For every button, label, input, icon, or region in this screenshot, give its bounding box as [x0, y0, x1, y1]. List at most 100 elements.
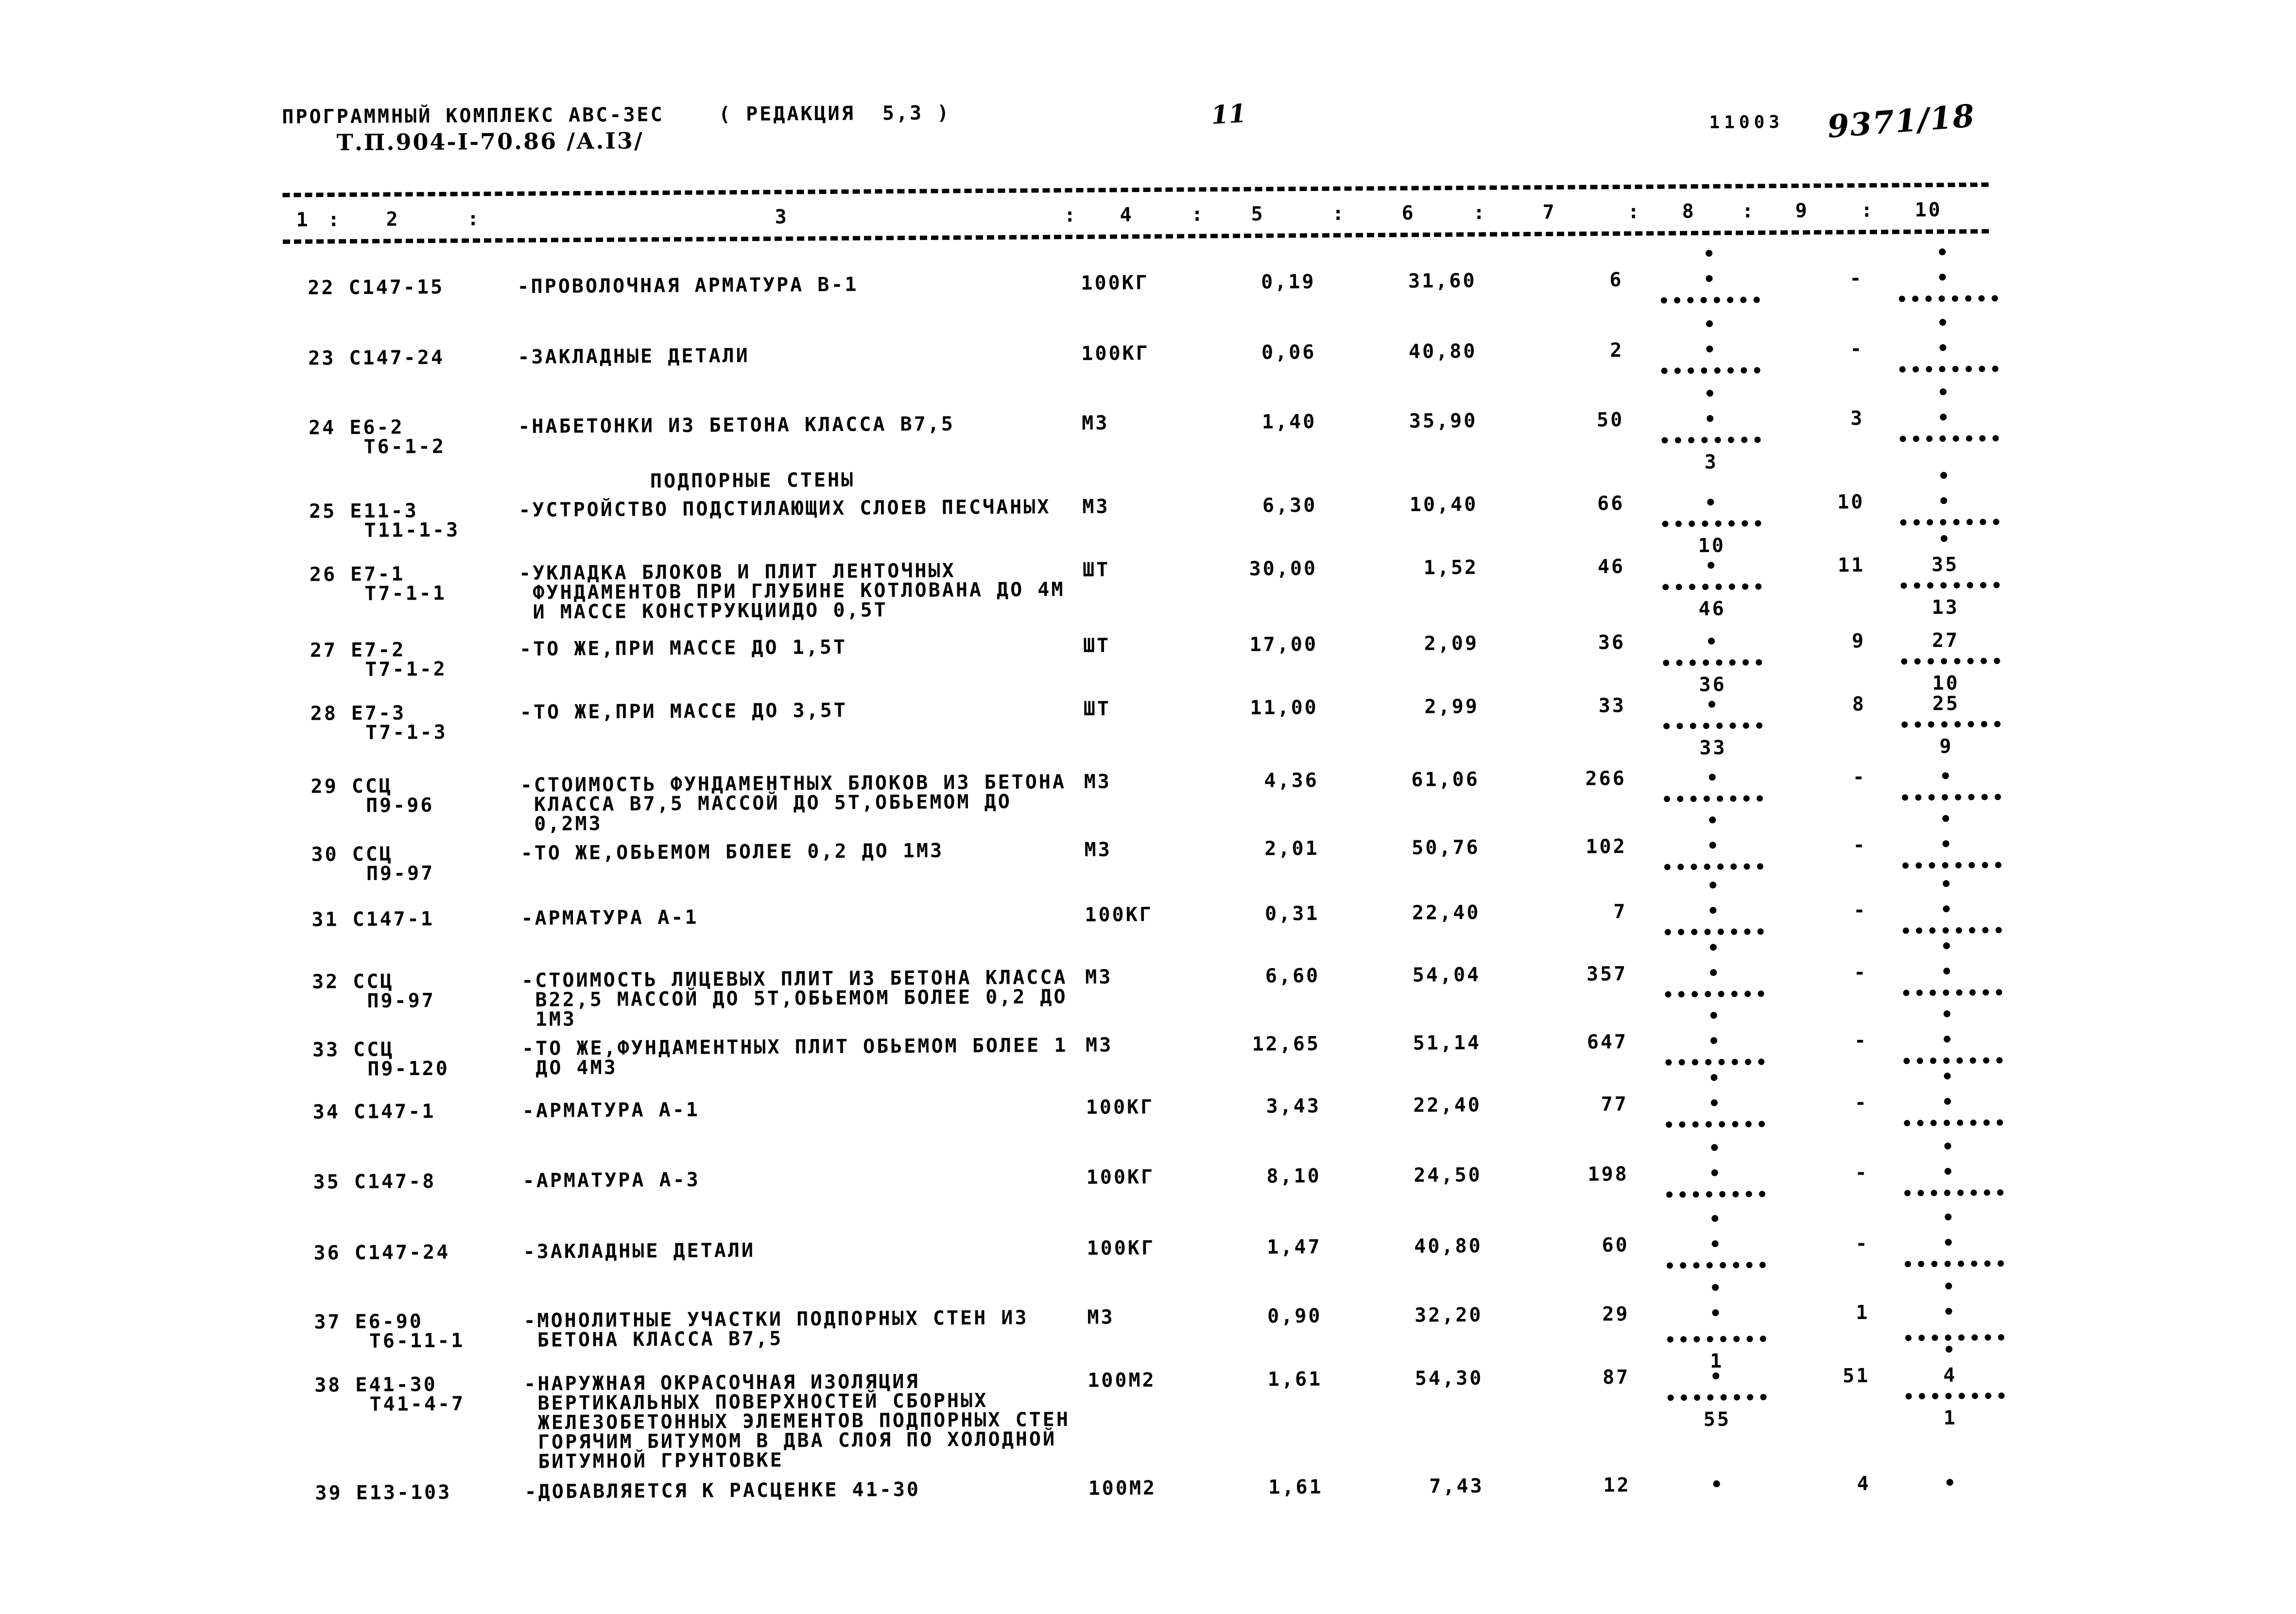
col9-cell: 4: [1857, 1472, 1871, 1495]
row-code-secondary: Т11-1-3: [364, 519, 460, 542]
row-description-line: ГОРЯЧИМ БИТУМОМ В ДВА СЛОЯ ПО ХОЛОДНОЙ: [537, 1428, 1057, 1454]
total-cell: 12: [1603, 1474, 1631, 1497]
column-separator: :: [1742, 200, 1756, 223]
row-description-line: -АРМАТУРА А-1: [521, 906, 699, 930]
row-code-secondary: П9-96: [365, 794, 434, 817]
quantity-cell: 1,61: [1268, 1475, 1323, 1499]
row-description-line: БЕТОНА КЛАССА В7,5: [537, 1327, 783, 1352]
dot-marker: •: [1703, 313, 1718, 336]
total-cell: 7: [1613, 900, 1627, 923]
unit-cell: ШТ: [1083, 697, 1111, 720]
dot-marker: •: [1941, 1003, 1955, 1026]
row-separator-col8: [1665, 990, 1764, 998]
quantity-cell: 3,43: [1266, 1094, 1321, 1118]
col8-sub-value: 46: [1698, 597, 1726, 621]
row-description-line: ДО 4М3: [535, 1056, 618, 1079]
quantity-cell: 0,90: [1267, 1304, 1322, 1328]
document-code: Т.П.904-I-70.86 /А.I3/: [336, 127, 644, 156]
quantity-cell: 12,65: [1252, 1032, 1321, 1056]
dot-marker: •: [1942, 1275, 1957, 1299]
row-separator-col8: [1666, 1121, 1765, 1128]
row-description-line: КЛАССА В7,5 МАССОЙ ДО 5Т,ОБЬЕМОМ ДО: [534, 790, 1012, 816]
col8-marker: •: [1708, 1092, 1722, 1115]
unit-price-cell: 1,52: [1423, 556, 1479, 579]
row-separator-col10: [1904, 1260, 2004, 1267]
dot-marker: •: [1708, 1067, 1722, 1090]
row-number: 39: [315, 1482, 343, 1505]
row-code: С147-8: [354, 1170, 436, 1193]
row-number: 33: [312, 1039, 340, 1061]
col10-sub-value: 13: [1932, 596, 1959, 619]
col9-cell: -: [1854, 1029, 1868, 1052]
row-code-secondary: П9-97: [366, 862, 435, 885]
row-separator-col8: [1661, 436, 1761, 444]
unit-cell: М3: [1082, 495, 1110, 518]
column-separator: :: [467, 208, 481, 230]
row-number: 29: [311, 775, 338, 798]
row-separator-col10: [1901, 721, 2001, 728]
col8-marker: •: [1709, 1162, 1723, 1185]
row-separator-col8: [1664, 863, 1763, 870]
row-description-line: -ТО ЖЕ,ПРИ МАССЕ ДО 3,5Т: [519, 699, 847, 724]
col8-marker: •: [1707, 900, 1721, 922]
col10-cell: •: [1940, 833, 1954, 856]
unit-cell: М3: [1082, 412, 1109, 434]
total-cell: 66: [1597, 492, 1625, 515]
page-number: 11: [1210, 98, 1247, 131]
col9-cell: -: [1852, 765, 1866, 789]
column-label: 4: [1120, 204, 1134, 226]
dot-marker: •: [1703, 243, 1717, 266]
unit-cell: 100КГ: [1081, 271, 1150, 295]
dot-marker: •: [1940, 808, 1954, 831]
col10-sub-value: 9: [1939, 735, 1953, 758]
unit-cell: 100М2: [1088, 1476, 1157, 1500]
program-title: ПРОГРАММНЫЙ КОМПЛЕКС АВС-3ЕС ( РЕДАКЦИЯ …: [282, 102, 951, 128]
row-code: С147-1: [352, 907, 435, 931]
column-label: 10: [1915, 198, 1942, 222]
row-number: 27: [310, 639, 338, 662]
col10-cell: 27: [1932, 629, 1960, 652]
col10-cell: •: [1937, 337, 1951, 360]
col8-sub-value: 3: [1704, 451, 1718, 473]
total-cell: 29: [1602, 1302, 1630, 1326]
row-code: Е7-2: [350, 639, 406, 662]
col9-cell: -: [1855, 1232, 1869, 1255]
row-code: Е6-2: [349, 416, 404, 439]
total-cell: 33: [1598, 694, 1626, 717]
row-separator-col10: [1903, 1057, 2003, 1064]
col8-sub-value: 10: [1698, 534, 1726, 557]
col8-marker: •: [1710, 1473, 1725, 1496]
dot-marker: •: [1943, 1338, 1957, 1362]
unit-price-cell: 40,80: [1408, 340, 1477, 363]
row-number: 34: [312, 1101, 340, 1124]
row-code: ССЦ: [353, 970, 394, 993]
quantity-cell: 1,40: [1261, 410, 1317, 434]
row-number: 22: [308, 277, 335, 299]
column-header-row: 1 2 3 4 5 6 7 8 9 10:::::::::: [0, 0, 2292, 231]
quantity-cell: 4,36: [1264, 769, 1319, 792]
col9-cell: 51: [1842, 1364, 1870, 1388]
row-number: 35: [313, 1171, 341, 1194]
total-cell: 87: [1602, 1366, 1630, 1389]
row-separator-col10: [1899, 295, 1998, 302]
col10-sub-value: 10: [1932, 672, 1960, 695]
row-code-secondary: Т6-11-1: [369, 1329, 465, 1353]
unit-price-cell: 61,06: [1411, 768, 1480, 791]
col9-cell: 11: [1837, 554, 1865, 577]
document-number: 11003: [1709, 112, 1784, 133]
row-separator-col10: [1899, 435, 1999, 442]
row-separator-col8: [1666, 1262, 1766, 1269]
total-cell: 60: [1602, 1233, 1629, 1257]
row-code: Е7-1: [350, 563, 405, 586]
total-cell: 357: [1586, 962, 1628, 986]
unit-cell: М3: [1085, 966, 1113, 989]
col8-marker: •: [1708, 1030, 1722, 1053]
col10-cell: •: [1940, 898, 1954, 921]
row-separator-col8: [1662, 583, 1762, 590]
dot-marker: •: [1938, 528, 1952, 551]
estimate-table-body: 22 С147-15 -ПРОВОЛОЧНАЯ АРМАТУРА В-1 100КГ 0…: [0, 0, 2292, 1504]
row-description-line: -ДОБАВЛЯЕТСЯ К РАСЦЕНКЕ 41-30: [524, 1478, 921, 1503]
col10-cell: •: [1940, 960, 1955, 984]
row-separator-col10: [1901, 658, 2001, 665]
dashed-rule-header-bottom: [282, 229, 1991, 244]
